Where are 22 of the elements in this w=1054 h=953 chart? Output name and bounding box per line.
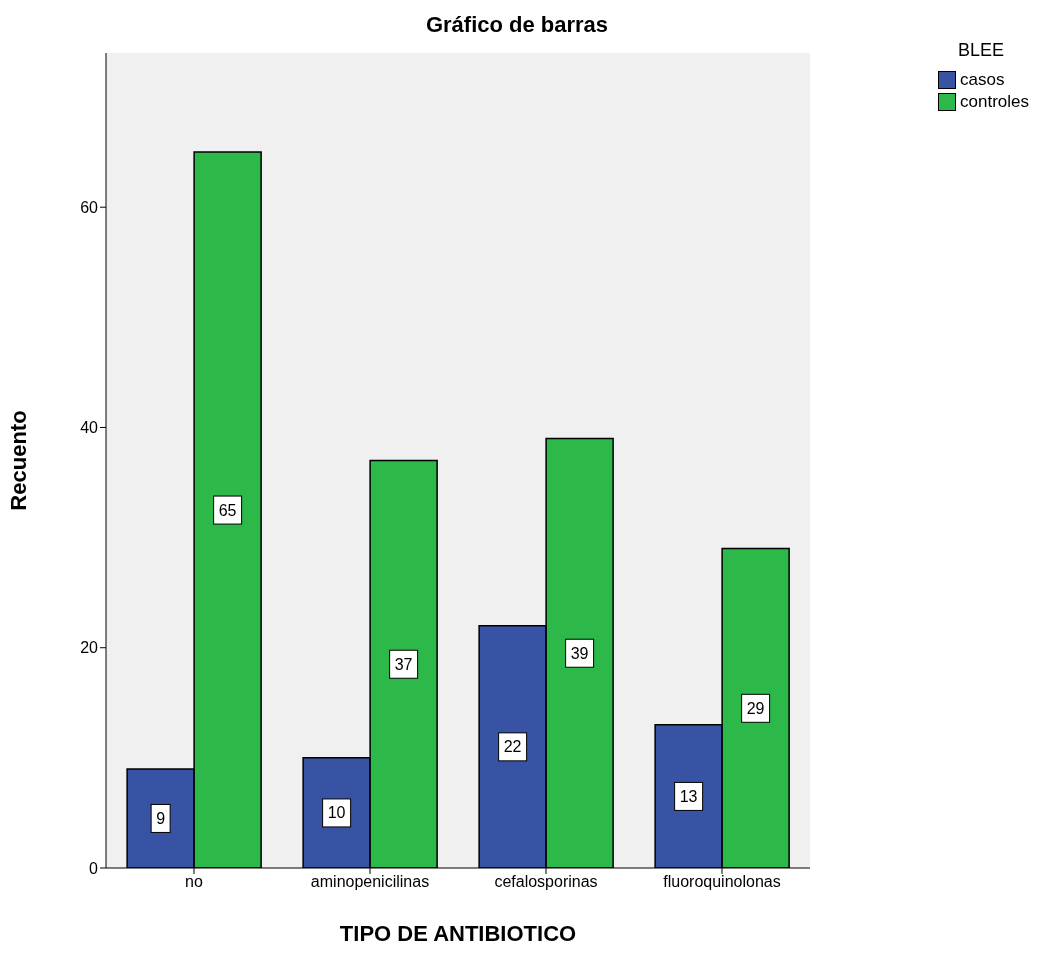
data-label: 65	[218, 501, 237, 519]
x-tick-label: fluoroquinolonas	[663, 873, 781, 891]
x-tick-label: aminopenicilinas	[310, 873, 430, 891]
data-label: 9	[156, 809, 166, 827]
x-axis-title: TIPO DE ANTIBIOTICO	[339, 921, 577, 946]
legend-title: BLEE	[958, 40, 1006, 61]
chart-title: Gráfico de barras	[424, 12, 610, 38]
legend-label: controles	[960, 92, 1029, 112]
legend-label: casos	[960, 70, 1005, 90]
x-tick-label: no	[185, 873, 203, 891]
data-label: 29	[746, 699, 765, 717]
data-label: 39	[570, 644, 589, 662]
y-tick-label: 60	[80, 198, 99, 216]
y-tick-label: 0	[89, 859, 99, 877]
data-label: 13	[679, 787, 698, 805]
x-tick-label: cefalosporinas	[494, 873, 598, 891]
y-tick-label: 40	[80, 419, 99, 437]
y-axis-title: Recuento	[5, 410, 31, 511]
data-label: 10	[327, 804, 346, 822]
y-tick-label: 20	[80, 639, 99, 657]
data-label: 37	[394, 655, 413, 673]
data-label: 22	[503, 738, 522, 756]
